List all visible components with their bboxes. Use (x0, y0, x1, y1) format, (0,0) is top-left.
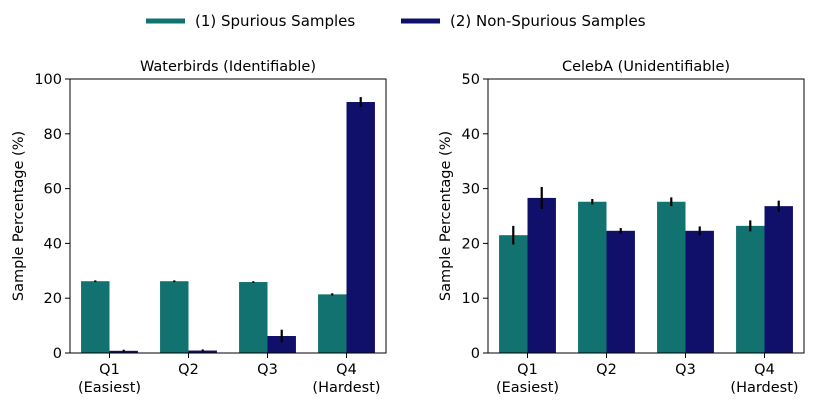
bar-celeba-non-spurious-q1 (527, 197, 556, 353)
bar-waterbirds-non-spurious-q3 (267, 336, 296, 353)
x-tick-label-celeba: Q4 (754, 362, 775, 378)
chart-title-celeba: CelebA (Unidentifiable) (562, 59, 730, 75)
x-tick-label-celeba: Q1 (517, 362, 538, 378)
chart-celeba: CelebA (Unidentifiable) Sample Percentag… (438, 59, 805, 396)
x-tick-sublabel-waterbirds: (Hardest) (312, 380, 380, 396)
x-tick-sublabel-celeba: (Easiest) (496, 380, 559, 396)
y-axis-label-waterbirds: Sample Percentage (%) (11, 131, 27, 301)
y-tick-label-waterbirds: 20 (44, 291, 62, 307)
bar-waterbirds-spurious-q1 (81, 281, 110, 353)
axes-frame-celeba (487, 78, 805, 354)
chart-title-waterbirds: Waterbirds (Identifiable) (140, 59, 316, 75)
legend-label-non-spurious: (2) Non-Spurious Samples (450, 12, 646, 30)
y-axis-label-celeba: Sample Percentage (%) (438, 131, 454, 301)
y-tick-label-celeba: 40 (462, 127, 480, 143)
bar-waterbirds-spurious-q3 (239, 282, 268, 353)
bar-waterbirds-non-spurious-q2 (188, 350, 217, 353)
legend-label-spurious: (1) Spurious Samples (195, 12, 355, 30)
y-tick-label-waterbirds: 60 (44, 182, 62, 198)
x-tick-label-celeba: Q2 (596, 362, 617, 378)
bar-celeba-spurious-q1 (499, 235, 528, 353)
x-tick-sublabel-waterbirds: (Easiest) (78, 380, 141, 396)
y-tick-label-celeba: 10 (462, 291, 480, 307)
axes-frame-waterbirds (69, 78, 387, 354)
y-tick-label-celeba: 0 (471, 346, 480, 362)
y-tick-label-waterbirds: 40 (44, 236, 62, 252)
x-tick-label-celeba: Q3 (675, 362, 696, 378)
bar-waterbirds-non-spurious-q4 (346, 102, 375, 354)
y-tick-label-waterbirds: 80 (44, 127, 62, 143)
bar-celeba-non-spurious-q4 (764, 206, 793, 353)
y-tick-label-celeba: 50 (462, 72, 480, 88)
legend: (1) Spurious Samples (2) Non-Spurious Sa… (146, 12, 646, 30)
bar-celeba-spurious-q2 (578, 201, 607, 353)
bar-celeba-non-spurious-q3 (685, 230, 714, 353)
bar-celeba-non-spurious-q2 (606, 230, 635, 353)
x-tick-label-waterbirds: Q3 (257, 362, 278, 378)
bar-waterbirds-spurious-q2 (160, 281, 189, 353)
y-tick-label-celeba: 20 (462, 236, 480, 252)
bar-celeba-spurious-q4 (736, 225, 765, 353)
x-tick-label-waterbirds: Q4 (336, 362, 357, 378)
y-tick-label-celeba: 30 (462, 182, 480, 198)
x-tick-label-waterbirds: Q1 (99, 362, 120, 378)
x-tick-sublabel-celeba: (Hardest) (730, 380, 798, 396)
y-tick-label-waterbirds: 100 (34, 72, 62, 88)
x-tick-label-waterbirds: Q2 (178, 362, 199, 378)
y-tick-label-waterbirds: 0 (53, 346, 62, 362)
bar-waterbirds-spurious-q4 (318, 294, 347, 353)
bar-celeba-spurious-q3 (657, 201, 686, 353)
chart-waterbirds: Waterbirds (Identifiable) Sample Percent… (11, 59, 387, 396)
